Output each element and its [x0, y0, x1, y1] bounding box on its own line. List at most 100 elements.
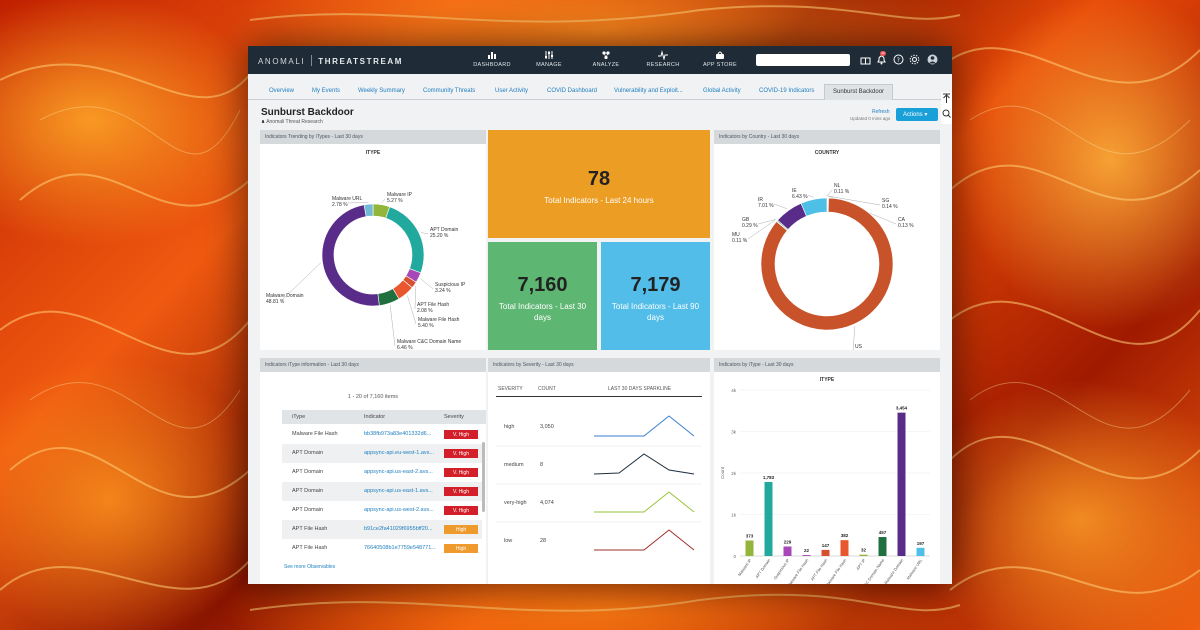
- severity-name: very-high: [504, 500, 527, 506]
- slice-apt-domain[interactable]: [385, 206, 425, 274]
- nav-research-label: RESEARCH: [646, 62, 680, 68]
- row-indicator-link[interactable]: appsync-api.eu-west-1.avs...: [364, 450, 435, 456]
- user-avatar-icon[interactable]: [927, 54, 938, 65]
- table-scrollbar[interactable]: [482, 442, 485, 512]
- settings-gear-icon[interactable]: [909, 54, 920, 65]
- tab-vulnerability-exploit[interactable]: Vulnerability and Exploit...: [614, 88, 683, 94]
- table-row[interactable]: APT Domain appsync-api.us-west-2.avs... V.…: [282, 501, 482, 520]
- x-category-label: APT File Hash: [809, 558, 828, 582]
- slice-value-label: 0.13 %: [898, 223, 914, 229]
- tab-global-activity[interactable]: Global Activity: [703, 88, 741, 94]
- bar-apt-domain[interactable]: [764, 482, 773, 556]
- see-more-observables-link[interactable]: See more Observables: [284, 564, 336, 570]
- tab-sunburst-backdoor[interactable]: Sunburst Backdoor: [824, 84, 894, 100]
- global-search-input[interactable]: [756, 54, 850, 66]
- help-icon[interactable]: ?: [893, 54, 904, 65]
- table-row[interactable]: APT Domain appsync-api.eu-west-1.avs... V.…: [282, 444, 482, 463]
- row-indicator-link[interactable]: 76640508b1e7759e548771...: [364, 545, 436, 551]
- slice-leader-line: [281, 262, 321, 301]
- slice-value-label: 25.20 %: [430, 233, 449, 239]
- bar-malware-domain[interactable]: [897, 412, 906, 556]
- slice-us[interactable]: [760, 197, 894, 331]
- x-category-label: Malware File Hash: [824, 558, 847, 584]
- brand-logo[interactable]: ANOMALI THREATSTREAM: [258, 55, 403, 66]
- slice-leader-line: [827, 195, 881, 206]
- actions-button[interactable]: Actions ▾: [896, 108, 938, 121]
- severity-sparklines: high 3,050 medium 8 very-high 4,074 low 28: [496, 415, 702, 551]
- refresh-link[interactable]: Refresh: [872, 109, 890, 115]
- research-icon: [658, 50, 668, 60]
- slice-leader-line: [381, 198, 386, 203]
- slice-value-label: 2.78 %: [332, 202, 348, 208]
- slice-leader-line: [347, 202, 369, 204]
- row-itype: APT Domain: [292, 450, 324, 456]
- row-indicator-link[interactable]: appsync-api.us-west-2.avs...: [364, 507, 434, 513]
- chevron-down-icon: ▾: [924, 112, 928, 118]
- column-severity-name: SEVERITY: [498, 386, 523, 392]
- severity-count: 28: [540, 538, 546, 544]
- tab-my-events[interactable]: My Events: [312, 88, 341, 94]
- row-itype: APT Domain: [292, 507, 324, 513]
- bar-value-label: 147: [822, 543, 830, 548]
- dashboard-tabs: Overview My Events Weekly Summary Commun…: [248, 84, 952, 100]
- row-indicator-link[interactable]: b91ce2fa41029f6955bff20...: [364, 526, 433, 532]
- tab-user-activity[interactable]: User Activity: [495, 88, 529, 94]
- slice-leader-line: [852, 325, 856, 350]
- column-indicator[interactable]: Indicator: [364, 414, 386, 420]
- slice-value-label: 5.27 %: [387, 198, 403, 204]
- x-category-label: Malware URL: [905, 557, 923, 580]
- table-row[interactable]: APT File Hash 76640508b1e7759e548771... Hi…: [282, 539, 482, 558]
- bar-malware-url[interactable]: [916, 547, 925, 556]
- bell-icon[interactable]: [876, 54, 887, 65]
- slice-label: SG: [882, 198, 889, 204]
- app-store-icon: [716, 51, 724, 59]
- table-row[interactable]: APT File Hash b91ce2fa41029f6955bff20... H…: [282, 520, 482, 539]
- bar-suspicious-ip[interactable]: [783, 546, 792, 556]
- tab-covid-dashboard[interactable]: COVID Dashboard: [547, 88, 598, 94]
- slice-leader-line: [407, 295, 417, 325]
- bar-apt-ip[interactable]: [859, 554, 868, 556]
- table-row[interactable]: APT Domain appsync-api.us-east-1.avs... V.…: [282, 482, 482, 501]
- row-indicator-link[interactable]: appsync-api.us-east-1.avs...: [364, 488, 433, 494]
- tab-weekly-summary[interactable]: Weekly Summary: [358, 88, 405, 94]
- search-icon[interactable]: [942, 109, 951, 118]
- row-indicator-link[interactable]: appsync-api.us-east-2.avs...: [364, 469, 433, 475]
- slice-ie[interactable]: [800, 197, 828, 217]
- nav-manage[interactable]: MANAGE: [519, 50, 579, 68]
- stat-total-90d-label: Total Indicators - Last 90 days: [611, 302, 700, 322]
- upload-icon[interactable]: [943, 93, 950, 103]
- table-row[interactable]: Malware File Hash bb38fb973a83e401332d6..…: [282, 425, 482, 444]
- bar-malware-ip[interactable]: [745, 540, 754, 556]
- x-category-label: Malware Domain: [883, 558, 904, 584]
- nav-manage-label: MANAGE: [536, 62, 562, 68]
- dashboard-icon: [488, 52, 496, 59]
- gift-icon[interactable]: [860, 54, 871, 65]
- notification-badge: 22: [880, 51, 886, 56]
- column-count: COUNT: [538, 386, 556, 392]
- bar-malware-c-c-domain-name[interactable]: [878, 537, 887, 556]
- severity-name: low: [504, 538, 512, 544]
- side-toolbar-icons: [942, 93, 951, 118]
- nav-dashboard[interactable]: DASHBOARD: [462, 50, 522, 68]
- slice-malware-domain[interactable]: [321, 204, 380, 307]
- panel-severity-header: Indicators by Severity - Last 30 days: [488, 358, 710, 372]
- tab-overview[interactable]: Overview: [269, 88, 295, 94]
- slice-label: US: [855, 344, 863, 350]
- table-row[interactable]: APT Domain appsync-api.us-east-2.avs... V.…: [282, 463, 482, 482]
- bar-malware-file-hash[interactable]: [802, 555, 811, 556]
- bar-apt-file-hash[interactable]: [821, 549, 830, 556]
- bar-malware-file-hash[interactable]: [840, 540, 849, 556]
- y-tick-label: 2k: [731, 471, 737, 476]
- slice-label: Suspicious IP: [435, 282, 466, 288]
- slice-value-label: 6.43 %: [792, 194, 808, 200]
- tab-community-threats[interactable]: Community Threats: [423, 88, 476, 94]
- nav-research[interactable]: RESEARCH: [633, 50, 693, 68]
- slice-malware-url[interactable]: [363, 203, 374, 217]
- column-itype[interactable]: iType: [292, 414, 306, 420]
- tab-covid-19-indicators[interactable]: COVID-19 Indicators: [759, 88, 815, 94]
- row-indicator-link[interactable]: bb38fb973a83e401332d6...: [364, 431, 432, 437]
- brand-name-right: THREATSTREAM: [318, 57, 404, 66]
- column-severity[interactable]: Severity: [444, 414, 464, 420]
- nav-app-store[interactable]: APP STORE: [690, 50, 750, 68]
- nav-analyze[interactable]: ANALYZE: [576, 50, 636, 68]
